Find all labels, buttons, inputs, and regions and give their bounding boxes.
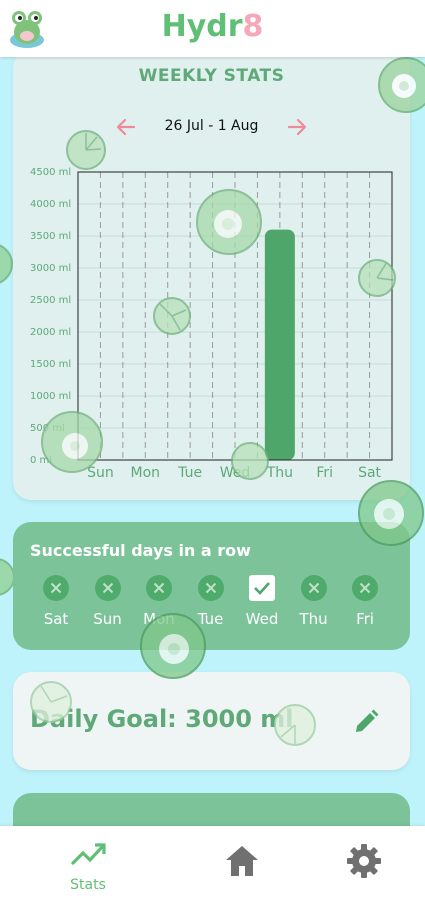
frog-logo-icon [10,11,44,48]
app-header: Hydr8 [0,0,425,57]
lily-pad-decoration [153,297,191,335]
cross-circle-icon [352,575,378,601]
date-range-label: 26 Jul - 1 Aug [164,118,259,134]
x-tick-label: Tue [177,465,202,481]
lily-pad-decoration [0,244,13,284]
lily-pad-decoration [30,681,72,723]
streak-day-thu: Thu [288,574,340,628]
streak-title: Successful days in a row [30,541,251,560]
lily-pad-decoration [66,130,106,170]
nav-stats-tab[interactable]: Stats [18,826,158,899]
app-title: Hydr8 [161,9,264,44]
x-tick-label: Thu [266,465,293,481]
x-tick-label: Mon [131,465,161,481]
x-tick-label: Sat [358,465,381,481]
y-tick-label: 4000 ml [30,199,71,210]
nav-settings-tab[interactable] [294,826,425,899]
streak-day-sat: Sat [30,574,82,628]
lily-pad-decoration [358,259,396,297]
bottom-navigation: Stats [0,826,425,899]
y-tick-label: 2500 ml [30,295,71,306]
lily-flower-decoration [378,57,425,113]
cross-circle-icon [43,575,69,601]
previous-week-arrow-icon[interactable] [113,116,139,138]
y-tick-label: 0 ml [30,455,52,466]
x-tick-label: Sun [87,465,114,481]
streak-day-wed: Wed [236,574,288,628]
lily-flower-decoration [140,613,206,679]
y-tick-label: 3000 ml [30,263,71,274]
streak-day-label: Thu [299,610,328,628]
cross-circle-icon [94,575,121,601]
lily-flower-decoration [358,480,424,546]
cross-circle-icon [146,575,172,601]
streak-day-tue: Tue [185,574,237,628]
nav-home-tab[interactable] [172,826,312,899]
y-tick-label: 1000 ml [30,391,71,402]
checkbox-checked-icon [249,575,275,601]
bar-thu [264,229,295,460]
lily-flower-decoration [196,189,262,255]
cross-circle-icon [300,575,327,601]
streak-day-label: Sat [43,610,69,628]
streak-day-sun: Sun [82,574,134,628]
edit-goal-pencil-icon[interactable] [352,708,380,736]
lily-flower-decoration [41,411,103,473]
streak-card: Successful days in a row SatSunMonTueWed… [13,522,410,650]
y-tick-label: 1500 ml [30,359,71,370]
streak-day-label: Sun [93,610,122,628]
daily-goal-text: Daily Goal: 3000 ml [30,705,294,733]
cross-circle-icon [197,575,224,601]
date-range-selector: 26 Jul - 1 Aug [13,116,410,138]
streak-day-fri: Fri [339,574,391,628]
gear-icon [347,844,381,878]
y-tick-label: 3500 ml [30,231,71,242]
y-tick-label: 4500 ml [30,167,71,178]
streak-day-label: Wed [245,610,279,628]
streak-day-label: Fri [356,610,374,628]
nav-stats-label: Stats [70,877,106,893]
x-tick-label: Fri [316,465,333,481]
lily-pad-decoration [274,704,316,746]
home-icon [226,846,258,876]
daily-goal-card: Daily Goal: 3000 ml [13,672,410,770]
next-week-arrow-icon[interactable] [284,116,310,138]
y-tick-label: 2000 ml [30,327,71,338]
lily-pad-decoration [231,442,269,480]
streak-day-label: Tue [197,610,224,628]
weekly-stats-title: WEEKLY STATS [138,66,285,86]
trending-up-icon [70,843,106,866]
